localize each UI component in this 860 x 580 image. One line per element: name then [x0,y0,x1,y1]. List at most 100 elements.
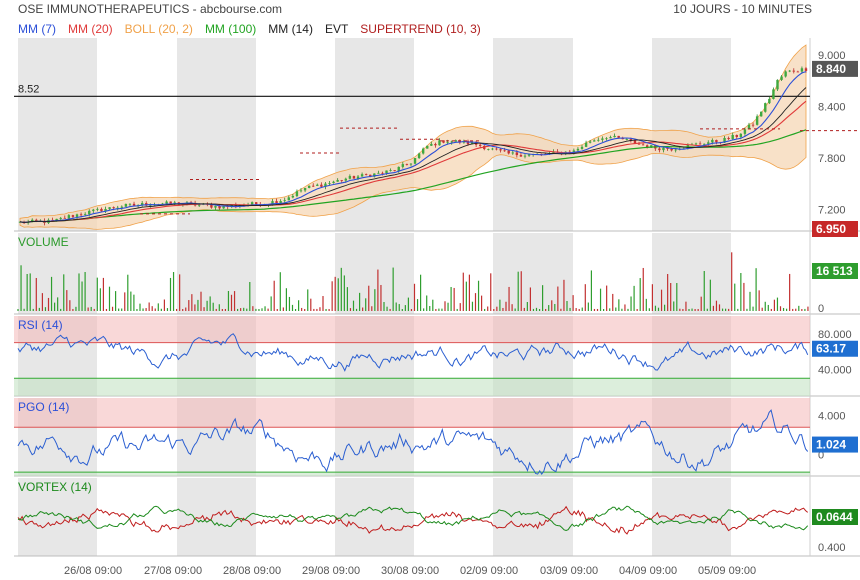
series-mm20 [19,100,807,223]
candle-body [430,143,433,146]
candle-body [491,148,494,150]
candle-body [75,214,79,217]
candle-body [698,143,702,145]
candle-body [401,164,405,167]
candle-body [727,137,730,139]
candle-body [352,176,356,179]
candle-body [601,138,604,140]
candle-body [702,143,706,145]
volume-tick-0: 0 [818,303,824,315]
volume-badge: 16 513 [816,264,853,278]
legend-item-5[interactable]: EVT [324,22,349,36]
candle-body [275,201,278,204]
day-shade [335,478,414,556]
candle-body [316,184,319,186]
price-tick-0: 9.000 [818,50,846,62]
x-tick-label-6: 03/09 09:00 [540,565,598,577]
candle-body [250,202,254,205]
candle-body [140,203,144,206]
legend-item-6[interactable]: SUPERTREND (10, 3) [360,22,481,36]
candle-body [67,215,71,219]
candle-body [369,174,372,177]
last-price-badge-bg [812,60,858,77]
candle-body [434,143,437,146]
candle-body [711,139,714,143]
candle-body [356,176,360,179]
candle-body [552,151,555,154]
rsi-tick-0: 80.000 [818,329,852,341]
candle-body [128,203,132,205]
candle-body [796,71,800,73]
candle-body [670,148,673,151]
candle-body [31,219,34,222]
vortex-minus-line [17,505,809,535]
legend-item-0[interactable]: MM (7) [18,22,56,36]
candle-body [804,68,808,71]
vortex-badge-bg [812,509,858,525]
candle-body [79,214,83,216]
candle-body [108,207,111,209]
candle-body [523,155,527,157]
candle-body [597,139,600,141]
candle-body [55,218,58,221]
candle-body [772,89,775,99]
legend-item-4[interactable]: MM (14) [268,22,313,36]
day-shade [493,478,573,556]
last-price-badge: 8.840 [816,62,846,76]
candle-body [255,202,258,205]
candle-body [218,205,221,209]
x-tick-label-0: 26/08 09:00 [64,565,122,577]
candle-body [96,208,99,210]
vortex-plus-line [17,505,809,532]
candle-body [149,205,152,207]
timeframe-label[interactable]: 10 JOURS - 10 MINUTES [673,2,812,16]
candle-body [100,208,103,212]
candle-body [120,206,124,208]
candle-body [385,170,388,174]
candle-body [283,200,286,202]
candle-body [625,139,629,140]
candle-body [295,191,299,197]
candle-body [666,147,669,149]
candle-body [364,174,368,175]
candle-body [780,76,783,80]
candle-body [348,176,352,179]
candle-body [674,149,677,151]
candle-body [576,148,580,151]
candle-body [454,140,457,142]
candle-body [637,143,641,145]
candle-body [320,184,323,187]
candle-body [617,135,620,138]
candle-body [450,141,453,143]
x-tick-label-4: 30/08 09:00 [381,565,439,577]
candle-body [360,174,364,177]
candle-body [397,166,400,172]
candle-body [800,68,804,72]
legend-item-2[interactable]: BOLL (20, 2) [124,22,193,36]
low-price-badge-bg [812,221,858,237]
candle-body [515,152,519,156]
day-shade [493,233,573,314]
candle-body [83,214,87,216]
candle-body [51,219,54,221]
legend-item-1[interactable]: MM (20) [68,22,113,36]
candle-body [613,135,616,138]
candle-body [507,150,510,154]
legend-item-3[interactable]: MM (100) [204,22,257,36]
rsi-oversold-zone [14,378,810,396]
candle-body [442,140,445,143]
candle-body [421,148,425,154]
candle-body [393,170,396,172]
candle-body [487,148,490,150]
candle-body [739,133,743,137]
pgo-tick-0: 4.000 [818,411,846,423]
candle-body [340,180,343,181]
candle-body [747,124,751,130]
candle-body [446,142,449,144]
candle-body [299,190,303,192]
candle-body [165,201,168,204]
price-tick-2: 7.800 [818,153,846,165]
rsi-tick-1: 40.000 [818,364,852,376]
candle-body [784,71,787,77]
